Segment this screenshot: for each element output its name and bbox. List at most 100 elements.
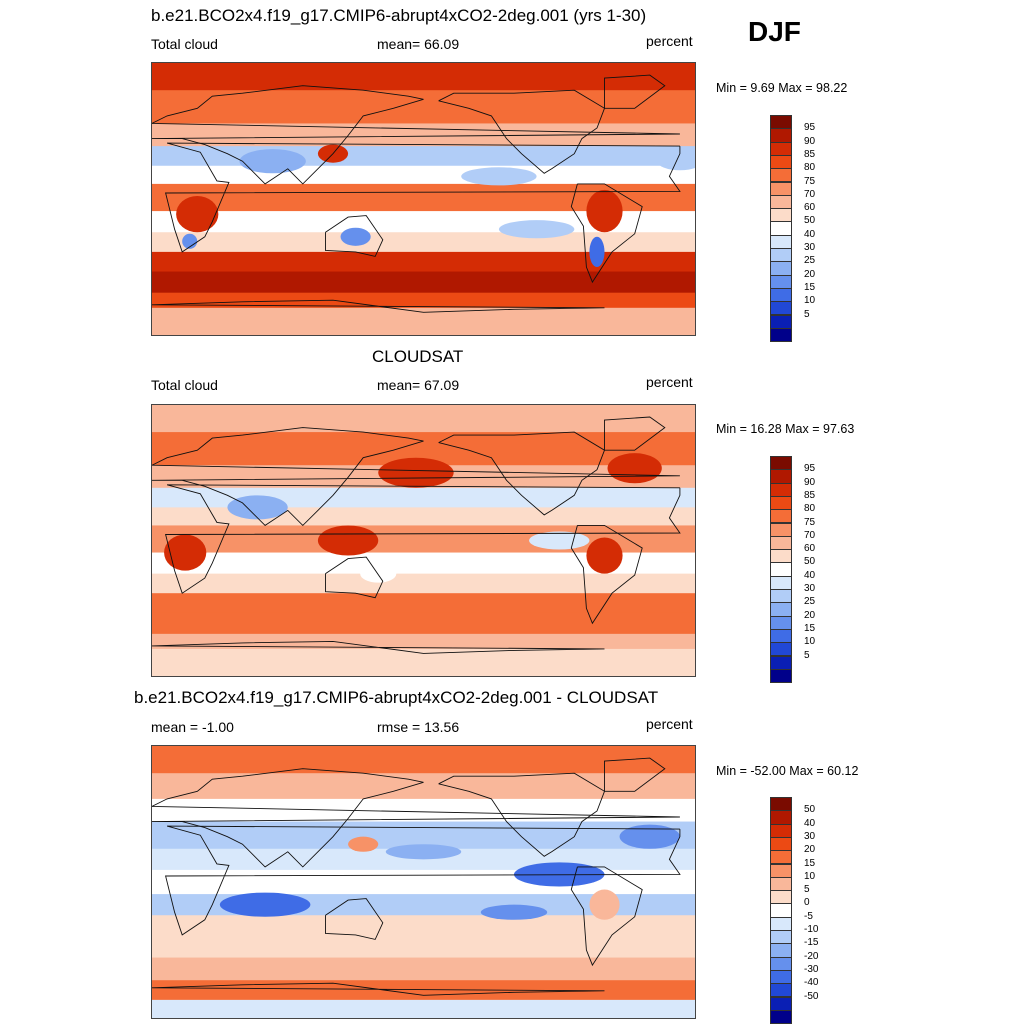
map-latitude-band <box>152 593 695 614</box>
colorbar-swatch <box>770 916 792 931</box>
colorbar-swatch <box>770 314 792 329</box>
colorbar-swatch <box>770 154 792 170</box>
colorbar-swatch <box>770 655 792 670</box>
colorbar-label: 5 <box>804 649 810 661</box>
colorbar-swatch <box>770 509 792 524</box>
map-latitude-band <box>152 573 695 594</box>
colorbar-label: 60 <box>804 202 816 214</box>
colorbar-label: 50 <box>804 215 816 227</box>
colorbar-label: 95 <box>804 122 816 134</box>
colorbar-label: 85 <box>804 148 816 160</box>
colorbar-swatch <box>770 823 792 838</box>
colorbar-label: 5 <box>804 884 810 896</box>
colorbar-label: 30 <box>804 242 816 253</box>
colorbar-swatch <box>770 261 792 276</box>
map-latitude-band <box>152 63 695 91</box>
map-model <box>151 62 696 336</box>
map-field-region <box>498 220 575 239</box>
coastline <box>570 183 643 284</box>
colorbar-label: -15 <box>804 937 819 949</box>
map-latitude-band <box>152 999 695 1018</box>
coastline <box>152 982 605 996</box>
map-field-region <box>589 889 620 920</box>
map-latitude-band <box>152 915 695 936</box>
colorbar-swatch <box>770 128 792 143</box>
map-field-region <box>219 892 311 917</box>
colorbar-swatch <box>770 549 792 564</box>
season-label: DJF <box>748 16 801 47</box>
map-latitude-band <box>152 633 695 650</box>
map-field-region <box>227 495 288 520</box>
map-field-region <box>480 904 548 920</box>
colorbar-swatch <box>770 850 792 865</box>
map-field-region <box>182 233 198 249</box>
map-canvas <box>152 746 695 1018</box>
map-canvas <box>152 63 695 335</box>
minmax-obs: Min = 16.28 Max = 97.63 <box>716 422 855 436</box>
colorbar-label: 40 <box>804 569 816 581</box>
coastline <box>325 215 384 257</box>
colorbar-swatch <box>770 115 792 130</box>
colorbar-label: 40 <box>804 817 816 829</box>
map-field-region <box>586 537 623 574</box>
map-field-region <box>176 195 219 233</box>
colorbar-swatch <box>770 876 792 892</box>
colorbar-label: 30 <box>804 583 816 594</box>
colorbar-swatch <box>770 983 792 998</box>
map-diff <box>151 745 696 1019</box>
coastline <box>438 89 606 174</box>
map-latitude-band <box>152 612 695 635</box>
coastline <box>604 757 666 792</box>
panel-title-diff: b.e21.BCO2x4.f19_g17.CMIP6-abrupt4xCO2-2… <box>134 688 659 707</box>
colorbar-label: 10 <box>804 295 816 307</box>
map-field-region <box>589 236 605 267</box>
colorbar-swatch <box>770 495 792 511</box>
map-field-region <box>360 564 397 583</box>
colorbar-label: 20 <box>804 844 816 856</box>
map-field-region <box>378 457 454 488</box>
colorbar-swatch <box>770 969 792 985</box>
colorbar-swatch <box>770 469 792 484</box>
colorbar-swatch <box>770 456 792 471</box>
colorbar-swatch <box>770 234 792 249</box>
map-field-region <box>164 534 207 571</box>
map-latitude-band <box>152 165 695 185</box>
colorbar-swatch <box>770 810 792 825</box>
colorbar-swatch <box>770 575 792 590</box>
colorbar-swatch <box>770 903 792 918</box>
map-latitude-band <box>152 405 695 433</box>
colorbar-swatch <box>770 208 792 223</box>
colorbar-swatch <box>770 535 792 551</box>
map-latitude-band <box>152 869 695 895</box>
colorbar-swatch <box>770 327 792 343</box>
coastline <box>604 416 666 451</box>
coastline <box>165 825 681 936</box>
panel-left-label-obs: Total cloud <box>151 377 218 393</box>
colorbar-label: 30 <box>804 830 816 842</box>
colorbar-label: 80 <box>804 162 816 174</box>
colorbar-label: 60 <box>804 543 816 555</box>
map-latitude-band <box>152 980 695 1001</box>
colorbar-label: 5 <box>804 308 810 320</box>
colorbar-swatch <box>770 602 792 617</box>
colorbar-label: 80 <box>804 503 816 515</box>
coastline <box>152 768 680 868</box>
coastline <box>325 556 384 599</box>
colorbar-swatch <box>770 562 792 577</box>
map-latitude-band <box>152 487 695 508</box>
coastline <box>152 427 680 527</box>
colorbar-swatch <box>770 1009 792 1024</box>
colorbar-swatch <box>770 168 792 183</box>
map-latitude-band <box>152 507 695 527</box>
map-field-region <box>340 227 371 246</box>
minmax-diff: Min = -52.00 Max = 60.12 <box>716 764 859 778</box>
coastline <box>152 640 605 654</box>
map-field-region <box>529 531 590 550</box>
coastline <box>165 142 681 253</box>
panel-units-obs: percent <box>646 374 693 390</box>
minmax-model: Min = 9.69 Max = 98.22 <box>716 81 848 95</box>
colorbar-label: 70 <box>804 188 816 200</box>
map-latitude-band <box>152 90 695 125</box>
map-latitude-band <box>152 957 695 981</box>
coastline <box>152 299 605 313</box>
